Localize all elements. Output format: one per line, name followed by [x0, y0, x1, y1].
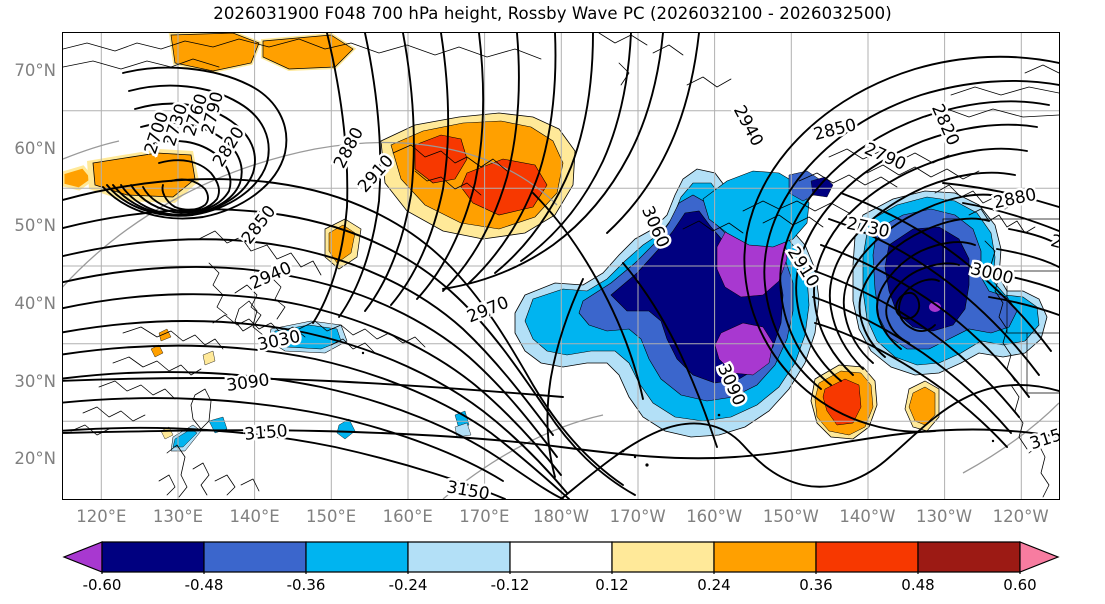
colorbar-band	[918, 542, 1020, 572]
colorbar-band	[510, 542, 612, 572]
longitude-tick-label: 170°E	[459, 507, 509, 526]
latitude-tick-label: 60°N	[0, 139, 56, 158]
colorbar-extend-min	[64, 542, 102, 572]
map-canvas: 2700270027302730276027602790279028202820…	[63, 33, 1059, 499]
colorbar-tick-label: -0.48	[185, 576, 224, 594]
longitude-tick-label: 150°W	[763, 507, 819, 526]
colorbar-tick-label: 0.12	[595, 576, 628, 594]
colorbar-band	[306, 542, 408, 572]
longitude-tick-label: 150°E	[306, 507, 356, 526]
longitude-tick-label: 140°W	[839, 507, 895, 526]
longitude-tick-label: 130°W	[916, 507, 972, 526]
contour-label: 31503150	[244, 421, 289, 445]
longitude-tick-label: 120°E	[76, 507, 126, 526]
colorbar-band	[714, 542, 816, 572]
svg-text:3150: 3150	[244, 421, 289, 445]
colorbar-band	[408, 542, 510, 572]
colorbar-band	[102, 542, 204, 572]
colorbar-tick-label: -0.36	[287, 576, 326, 594]
colorbar-band	[204, 542, 306, 572]
colorbar[interactable]: -0.60-0.48-0.36-0.24-0.120.120.240.360.4…	[62, 540, 1060, 574]
colorbar-tick-label: -0.24	[389, 576, 428, 594]
colorbar-extend-max	[1020, 542, 1058, 572]
longitude-tick-label: 160°E	[383, 507, 433, 526]
colorbar-tick-label: 0.24	[697, 576, 730, 594]
latitude-tick-label: 30°N	[0, 372, 56, 391]
longitude-tick-label: 140°E	[229, 507, 279, 526]
longitude-tick-label: 160°W	[686, 507, 742, 526]
latitude-tick-label: 40°N	[0, 294, 56, 313]
map-plot-area[interactable]: 2700270027302730276027602790279028202820…	[62, 32, 1060, 500]
longitude-tick-label: 120°W	[993, 507, 1049, 526]
colorbar-band	[612, 542, 714, 572]
colorbar-band	[816, 542, 918, 572]
colorbar-tick-label: -0.60	[83, 576, 122, 594]
colorbar-tick-label: -0.12	[491, 576, 530, 594]
longitude-tick-label: 130°E	[153, 507, 203, 526]
colorbar-tick-label: 0.60	[1003, 576, 1036, 594]
colorbar-canvas	[62, 540, 1060, 574]
longitude-tick-label: 180°W	[533, 507, 589, 526]
colorbar-tick-label: 0.36	[799, 576, 832, 594]
latitude-tick-label: 20°N	[0, 449, 56, 468]
latitude-tick-label: 50°N	[0, 216, 56, 235]
colorbar-tick-label: 0.48	[901, 576, 934, 594]
chart-title: 2026031900 F048 700 hPa height, Rossby W…	[0, 4, 1105, 23]
figure-root: 2026031900 F048 700 hPa height, Rossby W…	[0, 0, 1105, 604]
latitude-tick-label: 70°N	[0, 61, 56, 80]
longitude-tick-label: 170°W	[610, 507, 666, 526]
